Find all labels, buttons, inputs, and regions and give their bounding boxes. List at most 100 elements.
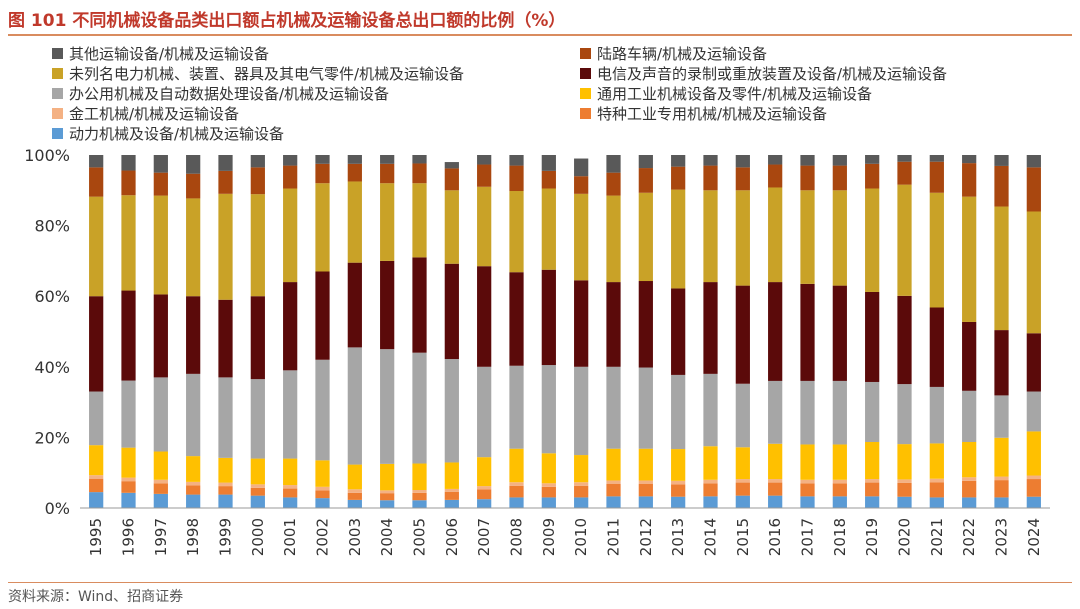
legend-item-4: 办公用机械及自动数据处理设备/机械及运输设备 bbox=[52, 83, 389, 103]
x-tick-label-2001: 2001 bbox=[281, 518, 299, 556]
bar-segment-1997-0 bbox=[153, 493, 168, 508]
bar-segment-2007-6 bbox=[477, 186, 492, 267]
bar-segment-2021-2 bbox=[929, 478, 944, 483]
bar-segment-2013-5 bbox=[671, 288, 686, 375]
x-tick-label-2009: 2009 bbox=[540, 518, 558, 556]
bar-segment-2015-2 bbox=[735, 479, 750, 483]
bar-segment-2017-7 bbox=[800, 165, 815, 191]
bar-segment-2001-0 bbox=[283, 497, 298, 508]
bar-segment-2002-8 bbox=[315, 155, 330, 164]
legend-swatch bbox=[52, 47, 63, 59]
legend-label: 通用工业机械设备及零件/机械及运输设备 bbox=[597, 84, 873, 103]
bar-segment-2001-4 bbox=[283, 370, 298, 459]
bar-segment-2018-1 bbox=[832, 483, 847, 497]
bar-segment-2023-4 bbox=[994, 395, 1009, 438]
bar-segment-2016-1 bbox=[768, 482, 783, 496]
legend-item-8: 其他运输设备/机械及运输设备 bbox=[52, 43, 269, 63]
bar-segment-2000-1 bbox=[250, 487, 265, 496]
bar-segment-2018-3 bbox=[832, 444, 847, 480]
bar-segment-2013-4 bbox=[671, 374, 686, 450]
bar-segment-1997-6 bbox=[153, 195, 168, 295]
bar-segment-2019-8 bbox=[865, 155, 880, 164]
bar-segment-2000-6 bbox=[250, 194, 265, 297]
bar-segment-2020-5 bbox=[897, 295, 912, 385]
x-tick-label-2000: 2000 bbox=[249, 518, 267, 556]
y-tick-label: 100% bbox=[24, 146, 70, 165]
bar-segment-2012-8 bbox=[638, 155, 653, 169]
bar-segment-1997-7 bbox=[153, 172, 168, 196]
bar-segment-2012-0 bbox=[638, 496, 653, 508]
bar-segment-2000-0 bbox=[250, 495, 265, 508]
bar-segment-2022-2 bbox=[962, 477, 977, 481]
bar-segment-2006-3 bbox=[444, 462, 459, 489]
legend-swatch bbox=[580, 67, 591, 79]
bar-segment-2023-5 bbox=[994, 330, 1009, 396]
x-tick-label-2005: 2005 bbox=[411, 518, 429, 556]
legend-item-1: 特种工业专用机械/机械及运输设备 bbox=[580, 103, 827, 123]
bar-segment-2022-4 bbox=[962, 390, 977, 442]
bar-segment-2005-3 bbox=[412, 463, 427, 490]
bar-segment-2016-2 bbox=[768, 479, 783, 483]
bar-segment-2022-1 bbox=[962, 480, 977, 498]
x-tick-label-2023: 2023 bbox=[993, 518, 1011, 556]
bar-segment-1999-1 bbox=[218, 486, 233, 495]
bar-segment-2019-7 bbox=[865, 163, 880, 189]
bar-segment-2020-6 bbox=[897, 184, 912, 296]
x-tick-label-2010: 2010 bbox=[572, 518, 590, 556]
x-tick-label-2008: 2008 bbox=[508, 518, 526, 556]
bar-segment-2011-7 bbox=[606, 172, 621, 196]
bar-segment-2004-4 bbox=[380, 349, 395, 464]
bar-segment-1998-4 bbox=[186, 373, 201, 457]
bar-segment-2016-4 bbox=[768, 380, 783, 444]
bar-segment-2005-6 bbox=[412, 183, 427, 258]
bar-segment-2019-2 bbox=[865, 479, 880, 483]
bar-segment-2003-6 bbox=[347, 181, 362, 263]
bar-segment-1999-6 bbox=[218, 193, 233, 300]
x-tick-label-2011: 2011 bbox=[605, 518, 623, 556]
bar-segment-2010-8 bbox=[574, 158, 589, 177]
bar-segment-2000-7 bbox=[250, 167, 265, 195]
bar-segment-2023-6 bbox=[994, 206, 1009, 331]
bar-segment-2002-6 bbox=[315, 183, 330, 272]
x-tick-label-2007: 2007 bbox=[475, 518, 493, 556]
legend-label: 办公用机械及自动数据处理设备/机械及运输设备 bbox=[69, 84, 390, 103]
bar-segment-2018-6 bbox=[832, 190, 847, 286]
chart-legend: 其他运输设备/机械及运输设备 陆路车辆/机械及运输设备 未列名电力机械、装置、器具及… bbox=[52, 43, 1052, 143]
bar-segment-2012-1 bbox=[638, 484, 653, 497]
x-tick-label-2016: 2016 bbox=[766, 518, 784, 556]
bar-segment-1996-6 bbox=[121, 195, 136, 291]
bar-segment-2003-0 bbox=[347, 499, 362, 508]
bar-segment-2011-2 bbox=[606, 480, 621, 484]
bar-segment-1996-4 bbox=[121, 380, 136, 448]
bar-segment-2018-2 bbox=[832, 479, 847, 484]
bar-segment-2006-6 bbox=[444, 190, 459, 264]
bar-segment-2014-6 bbox=[703, 190, 718, 283]
bar-segment-2008-6 bbox=[509, 191, 524, 273]
bar-segment-2023-1 bbox=[994, 480, 1009, 498]
bar-segment-1995-6 bbox=[89, 196, 104, 297]
bar-segment-2000-3 bbox=[250, 458, 265, 485]
y-tick-label: 80% bbox=[34, 217, 70, 236]
bar-segment-2013-3 bbox=[671, 449, 686, 481]
x-tick-label-2006: 2006 bbox=[443, 518, 461, 556]
bar-segment-2009-4 bbox=[541, 365, 556, 454]
bar-segment-1996-7 bbox=[121, 170, 136, 196]
bar-segment-2015-4 bbox=[735, 383, 750, 448]
bar-segment-1997-3 bbox=[153, 451, 168, 480]
bar-segment-2002-4 bbox=[315, 359, 330, 461]
bar-segment-2007-2 bbox=[477, 486, 492, 490]
legend-label: 陆路车辆/机械及运输设备 bbox=[597, 44, 768, 63]
bar-segment-2014-3 bbox=[703, 446, 718, 480]
bar-segment-1995-5 bbox=[89, 296, 104, 392]
bar-segment-2021-3 bbox=[929, 443, 944, 479]
source-divider bbox=[8, 582, 1072, 583]
x-tick-label-1998: 1998 bbox=[184, 518, 202, 556]
bar-segment-2021-8 bbox=[929, 155, 944, 162]
bar-segment-2006-1 bbox=[444, 491, 459, 500]
bar-segment-2008-4 bbox=[509, 365, 524, 449]
y-tick-label: 20% bbox=[34, 428, 70, 447]
bar-segment-2015-7 bbox=[735, 167, 750, 191]
bar-segment-2011-3 bbox=[606, 448, 621, 481]
bar-segment-2019-6 bbox=[865, 188, 880, 292]
bar-segment-2005-1 bbox=[412, 492, 427, 501]
